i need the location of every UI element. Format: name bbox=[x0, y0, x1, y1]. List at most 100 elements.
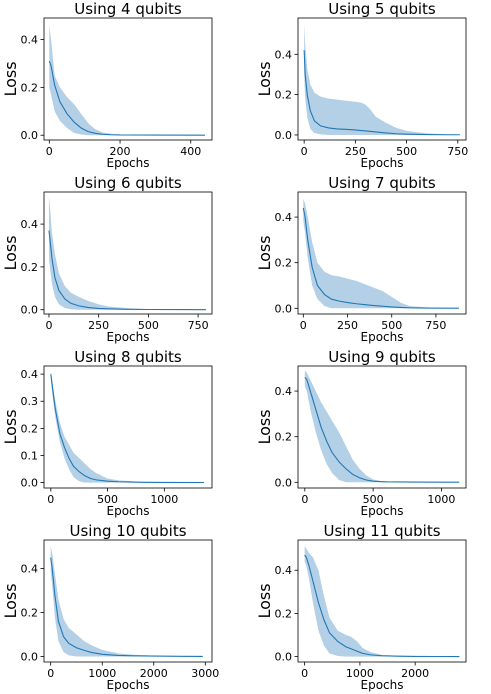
x-axis-label: Epochs bbox=[361, 330, 404, 344]
x-tick-label: 1000 bbox=[346, 667, 374, 680]
x-tick-label: 1000 bbox=[150, 493, 178, 506]
panel-7: Using 10 qubits 0 1000 2000 3000 0.0 0.2 0.4 Epo… bbox=[1, 522, 219, 692]
x-tick-label: 0 bbox=[301, 145, 308, 158]
y-tick-label: 0.4 bbox=[275, 564, 293, 577]
plot-frame bbox=[43, 539, 213, 663]
panel-title: Using 8 qubits bbox=[74, 348, 182, 366]
y-tick-label: 0.4 bbox=[275, 48, 293, 61]
x-axis-label: Epochs bbox=[107, 678, 150, 692]
y-tick-label: 0.0 bbox=[21, 477, 39, 490]
y-tick-label: 0.4 bbox=[275, 211, 293, 224]
y-tick-label: 0.2 bbox=[21, 81, 39, 94]
variance-band bbox=[303, 198, 459, 309]
panel-title: Using 6 qubits bbox=[74, 174, 182, 192]
x-tick-label: 750 bbox=[188, 319, 209, 332]
x-tick-label: 0 bbox=[45, 319, 52, 332]
x-tick-label: 750 bbox=[447, 145, 468, 158]
panel-1: Using 4 qubits 0 200 400 0.0 0.2 0.4 Epochs Loss bbox=[1, 0, 213, 170]
plot-frame bbox=[297, 539, 467, 663]
x-axis-label: Epochs bbox=[361, 156, 404, 170]
y-axis-label: Loss bbox=[1, 583, 20, 618]
x-tick-label: 500 bbox=[138, 319, 159, 332]
x-tick-label: 0 bbox=[301, 667, 308, 680]
y-tick-label: 0.0 bbox=[275, 129, 293, 142]
y-tick-label: 0.4 bbox=[21, 34, 39, 47]
y-axis-label: Loss bbox=[255, 409, 274, 444]
variance-band bbox=[49, 25, 205, 136]
mean-loss-line bbox=[48, 60, 205, 136]
y-tick-label: 0.2 bbox=[21, 607, 39, 620]
x-tick-label: 1000 bbox=[88, 667, 116, 680]
plot-frame bbox=[43, 365, 213, 489]
mean-loss-line bbox=[302, 207, 459, 309]
x-tick-label: 0 bbox=[47, 667, 54, 680]
y-tick-label: 0.0 bbox=[275, 651, 293, 664]
x-tick-label: 0 bbox=[47, 493, 54, 506]
x-axis-label: Epochs bbox=[107, 156, 150, 170]
y-tick-label: 0.2 bbox=[275, 89, 293, 102]
y-axis-label: Loss bbox=[255, 583, 274, 618]
plot-frame bbox=[43, 191, 213, 315]
y-tick-label: 0.2 bbox=[275, 257, 293, 270]
y-tick-label: 0.0 bbox=[275, 302, 293, 315]
x-axis-label: Epochs bbox=[107, 504, 150, 518]
y-axis-label: Loss bbox=[1, 235, 20, 270]
y-tick-label: 0.0 bbox=[21, 304, 39, 317]
panel-title: Using 7 qubits bbox=[328, 174, 436, 192]
y-tick-label: 0.1 bbox=[21, 449, 39, 462]
x-axis-label: Epochs bbox=[361, 504, 404, 518]
panel-5: Using 8 qubits 0 500 1000 0.0 0.1 0.2 0.3 0.4 Epo… bbox=[1, 348, 213, 518]
variance-band bbox=[304, 24, 460, 135]
panel-title: Using 4 qubits bbox=[74, 0, 182, 18]
x-tick-label: 500 bbox=[363, 493, 384, 506]
panel-title: Using 9 qubits bbox=[328, 348, 436, 366]
y-tick-label: 0.3 bbox=[21, 395, 39, 408]
y-axis-label: Loss bbox=[1, 409, 20, 444]
x-tick-label: 0 bbox=[301, 493, 308, 506]
y-tick-label: 0.0 bbox=[21, 651, 39, 664]
x-tick-label: 400 bbox=[180, 145, 201, 158]
mean-loss-line bbox=[48, 230, 207, 311]
x-tick-label: 2000 bbox=[140, 667, 168, 680]
y-axis-label: Loss bbox=[255, 61, 274, 96]
x-axis-label: Epochs bbox=[361, 678, 404, 692]
x-tick-label: 500 bbox=[97, 493, 118, 506]
plot-frame bbox=[43, 17, 213, 141]
panel-2: Using 5 qubits 0 250 500 750 0.0 0.2 0.4 Epochs L… bbox=[255, 0, 468, 170]
variance-band bbox=[304, 370, 460, 483]
plot-frame bbox=[297, 17, 467, 141]
panel-4: Using 7 qubits 0 250 500 750 0.0 0.2 0.4 Epochs L… bbox=[255, 174, 467, 344]
mean-loss-line bbox=[50, 374, 205, 484]
y-tick-label: 0.2 bbox=[275, 607, 293, 620]
variance-band bbox=[50, 546, 203, 657]
x-tick-label: 500 bbox=[381, 319, 402, 332]
y-tick-label: 0.2 bbox=[275, 431, 293, 444]
y-tick-label: 0.4 bbox=[275, 385, 293, 398]
x-tick-label: 3000 bbox=[191, 667, 219, 680]
y-axis-label: Loss bbox=[255, 235, 274, 270]
plot-frame bbox=[297, 365, 467, 489]
variance-band bbox=[48, 196, 207, 310]
plot-frame bbox=[297, 191, 467, 315]
y-tick-label: 0.2 bbox=[21, 422, 39, 435]
x-tick-label: 0 bbox=[300, 319, 307, 332]
panel-title: Using 10 qubits bbox=[69, 522, 186, 540]
mean-loss-line bbox=[304, 554, 460, 658]
y-tick-label: 0.0 bbox=[275, 476, 293, 489]
mean-loss-line bbox=[50, 557, 203, 657]
x-tick-label: 200 bbox=[110, 145, 131, 158]
panel-title: Using 5 qubits bbox=[328, 0, 436, 18]
mean-loss-line bbox=[303, 50, 460, 136]
y-tick-label: 0.2 bbox=[21, 261, 39, 274]
y-tick-label: 0.0 bbox=[21, 129, 39, 142]
panel-title: Using 11 qubits bbox=[323, 522, 440, 540]
panel-8: Using 11 qubits 0 1000 2000 0.0 0.2 0.4 Epochs L… bbox=[255, 522, 467, 692]
x-tick-label: 750 bbox=[425, 319, 446, 332]
x-tick-label: 0 bbox=[46, 145, 53, 158]
mean-loss-line bbox=[304, 377, 460, 483]
x-tick-label: 2000 bbox=[401, 667, 429, 680]
x-axis-label: Epochs bbox=[107, 330, 150, 344]
x-tick-label: 250 bbox=[337, 319, 358, 332]
y-axis-label: Loss bbox=[1, 61, 20, 96]
